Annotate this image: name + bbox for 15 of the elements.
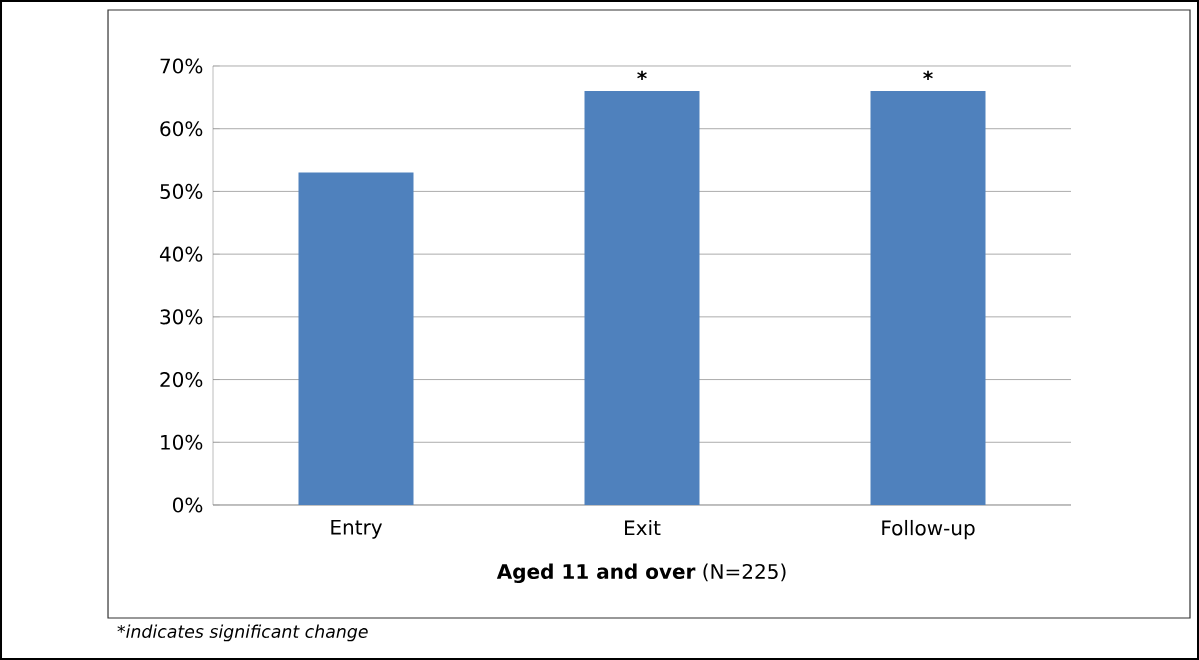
y-tick-label: 70% <box>160 58 203 74</box>
y-tick-label: 40% <box>159 246 203 262</box>
y-tick-label: 50% <box>160 183 203 199</box>
y-tick-label: 60% <box>160 121 203 137</box>
y-tick-label: 0% <box>173 497 203 513</box>
text: *indicates significant change <box>117 624 368 642</box>
x-axis-title: Aged 11 and over (N=225) <box>496 563 786 584</box>
x-tick-label: Follow-up <box>882 519 975 540</box>
annotation: * <box>637 70 647 80</box>
annotation: * <box>923 70 933 80</box>
x-tick-label: Exit <box>625 519 661 536</box>
y-tick-label: 30% <box>160 309 203 325</box>
y-tick-label: 10% <box>161 434 203 450</box>
y-tick-label: 20% <box>160 371 203 388</box>
x-tick-label: Entry <box>331 519 383 539</box>
